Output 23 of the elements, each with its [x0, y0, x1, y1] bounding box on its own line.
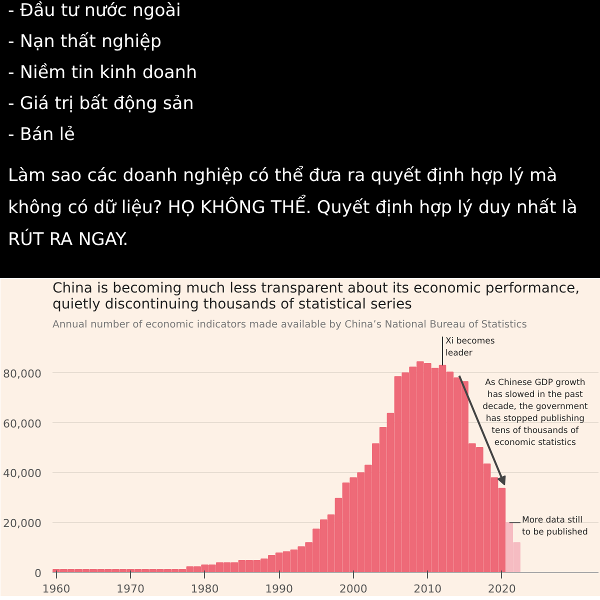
text: - Bán lẻ [8, 124, 76, 146]
x-tick-label: 1990 [265, 582, 294, 596]
x-tick-label: 2010 [414, 582, 442, 596]
x-tick-label: 2020 [488, 582, 516, 596]
chart-subtitle: Annual number of economic indicators made available by China’s National Bureau of Statistics [52, 320, 527, 330]
x-tick-label: 1960 [42, 582, 70, 596]
x-tick-label: 2000 [339, 582, 368, 596]
y-tick-label: 20,000 [3, 517, 42, 530]
annotation: More data still to be published [522, 515, 588, 538]
y-tick-label: 0 [34, 567, 42, 580]
text: Làm sao các doanh nghiệp có thể đưa ra quyết định hợp lý mà không có dữ liệu? HỌ KHÔNG THỂ. Quyết định hợp lý duy nhất là RÚT RA NGAY. [8, 164, 578, 252]
annotation: As Chinese GDP growth has slowed in the past decade, the government has stopped publishing tens of thousands of economic statistics [482, 378, 588, 448]
annotation: Xi becomes leader [445, 336, 496, 359]
text: - Giá trị bất động sản [8, 93, 195, 115]
text: - Nạn thất nghiệp [8, 31, 162, 53]
x-tick-label: 1970 [116, 582, 145, 596]
y-tick-label: 40,000 [3, 467, 42, 480]
y-tick-label: 60,000 [3, 417, 42, 430]
text: - Niềm tin kinh doanh [8, 62, 198, 84]
text: - Đầu tư nước ngoài [8, 0, 182, 22]
x-tick-label: 1980 [190, 582, 219, 596]
y-tick-label: 80,000 [3, 367, 42, 380]
chart-title: China is becoming much less transparent about its economic performance, quietly discontinuing thousands of statistical series [52, 280, 580, 312]
